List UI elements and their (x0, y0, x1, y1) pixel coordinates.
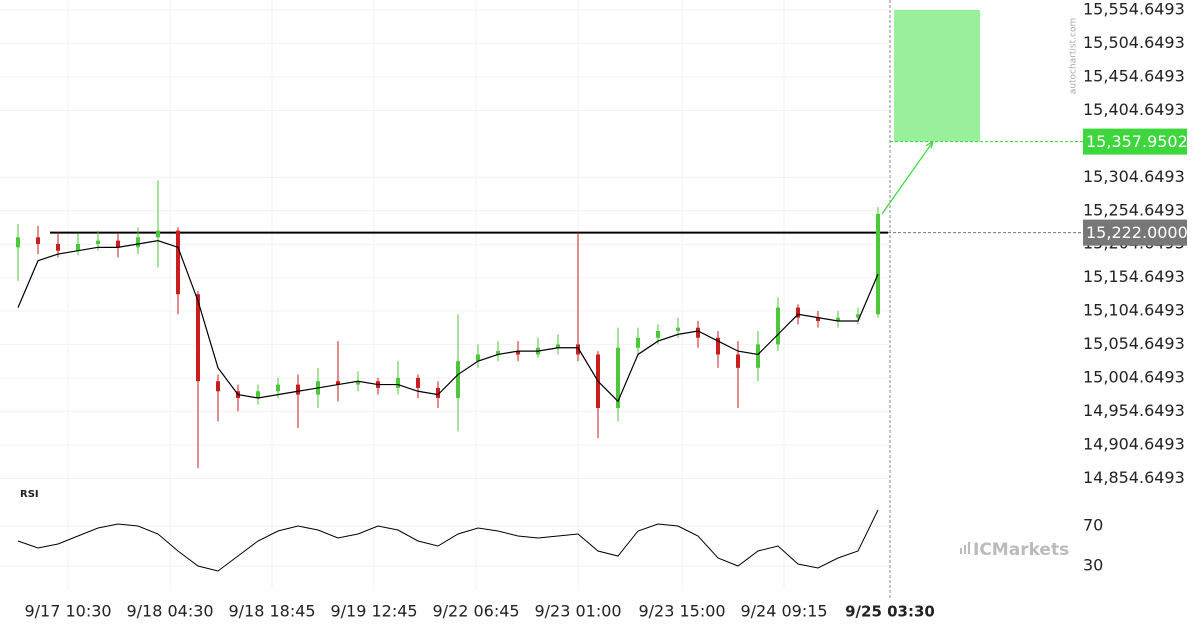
candle-body (656, 331, 660, 338)
candle-body (876, 213, 880, 315)
rsi-tick-label: 70 (1083, 516, 1103, 535)
target-label: 15,357.9502 (1086, 132, 1188, 151)
y-tick-label: 15,454.6493 (1083, 66, 1185, 85)
x-tick-label: 9/18 18:45 (228, 602, 315, 621)
x-tick-label: 9/25 03:30 (845, 603, 935, 621)
x-tick-label: 9/18 04:30 (126, 602, 213, 621)
candle-body (176, 230, 180, 295)
y-tick-label: 15,554.6493 (1083, 0, 1185, 18)
candle-body (276, 384, 280, 392)
candle-body (836, 317, 840, 321)
rsi-tick-label: 30 (1083, 556, 1103, 575)
candle-body (636, 337, 640, 348)
candle-body (456, 361, 460, 398)
candle-body (296, 384, 300, 395)
candle-body (576, 344, 580, 355)
moving-average (17, 240, 879, 403)
y-tick-label: 15,304.6493 (1083, 167, 1185, 186)
y-tick-label: 15,254.6493 (1083, 200, 1185, 219)
rsi-title: RSI (20, 489, 39, 500)
candle-body (16, 237, 20, 248)
candle-body (96, 240, 100, 244)
x-tick-label: 9/17 10:30 (24, 602, 111, 621)
candle-body (196, 294, 200, 382)
candle-body (756, 344, 760, 368)
rsi-line (17, 509, 879, 572)
candle-body (856, 314, 860, 318)
x-tick-label: 9/22 06:45 (432, 602, 519, 621)
x-tick-label: 9/23 01:00 (534, 602, 621, 621)
candle-body (816, 317, 820, 321)
candle-body (476, 354, 480, 362)
candle-body (56, 243, 60, 251)
candle-body (36, 237, 40, 244)
candle-body (436, 387, 440, 398)
candle-body (156, 230, 160, 238)
x-tick-label: 9/24 09:15 (740, 602, 827, 621)
logo-bar (964, 545, 966, 554)
candle-body (556, 344, 560, 348)
candle-body (416, 377, 420, 388)
y-tick-label: 15,104.6493 (1083, 301, 1185, 320)
logo-bar (960, 548, 962, 554)
candle-body (676, 327, 680, 332)
candle-body (116, 240, 120, 248)
target-zone (894, 9, 980, 142)
candle-body (736, 354, 740, 368)
brand-logo: ICMarkets (960, 540, 1069, 560)
y-tick-label: 14,904.6493 (1083, 435, 1185, 454)
y-tick-label: 15,404.6493 (1083, 100, 1185, 119)
x-tick-label: 9/19 12:45 (330, 602, 417, 621)
candle-body (696, 327, 700, 338)
candle-body (496, 351, 500, 355)
candle-body (76, 243, 80, 251)
watermark: autochartist.com (1069, 18, 1079, 94)
candle-body (716, 337, 720, 355)
candle-body (516, 351, 520, 355)
candle-body (616, 347, 620, 409)
y-tick-label: 14,954.6493 (1083, 401, 1185, 420)
arrow-head (925, 141, 934, 149)
y-tick-label: 15,504.6493 (1083, 33, 1185, 52)
target-box (1083, 128, 1187, 155)
candle-body (356, 381, 360, 385)
candle-body (396, 377, 400, 388)
candle-body (776, 307, 780, 345)
y-tick-label: 15,054.6493 (1083, 334, 1185, 353)
candle-body (216, 381, 220, 392)
y-tick-label: 14,854.6493 (1083, 468, 1185, 487)
target-arrow (881, 141, 934, 215)
level-box (1083, 219, 1187, 246)
logo-bar (968, 542, 970, 554)
candle-body (136, 237, 140, 248)
candle-body (796, 307, 800, 318)
level-label: 15,222.0000 (1086, 223, 1188, 242)
candle-body (256, 391, 260, 398)
y-tick-label: 15,004.6493 (1083, 368, 1185, 387)
brand: ICMarkets (973, 540, 1069, 560)
y-tick-label: 15,154.6493 (1083, 267, 1185, 286)
x-tick-label: 9/23 15:00 (638, 602, 725, 621)
candle-body (336, 381, 340, 385)
